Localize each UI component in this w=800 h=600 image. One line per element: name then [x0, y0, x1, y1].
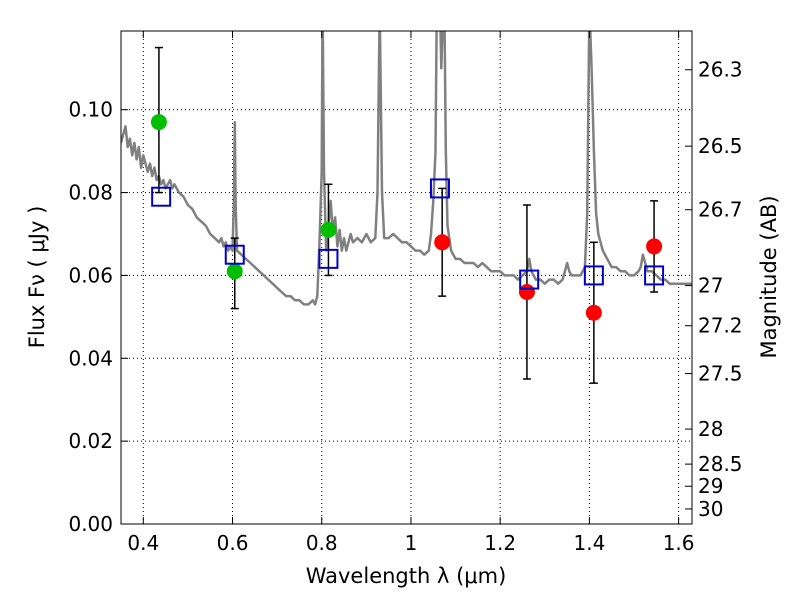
right-tick-label: 27.2 [698, 314, 743, 338]
y-tick-label: 0.08 [68, 181, 113, 205]
tick-labels: 0.4 0.6 0.8 1 1.2 1.4 1.6 0.00 0.02 0.04 0.06 0.08 0… [68, 58, 742, 555]
model-point-square [151, 186, 172, 207]
data-point [518, 284, 535, 300]
x-tick-label: 0.4 [127, 531, 159, 555]
y-tick-label: 0.06 [68, 263, 113, 287]
right-tick-label: 29 [698, 474, 723, 498]
right-tick-label: 30 [698, 497, 723, 521]
data-point [320, 221, 337, 238]
x-axis-label: Wavelength λ (μm) [306, 564, 507, 588]
data-point [646, 238, 663, 255]
model-spectrum-line [121, 31, 692, 306]
data-point [226, 263, 243, 280]
tick-marks [121, 31, 692, 525]
right-tick-label: 26.7 [698, 198, 743, 222]
y-tick-label: 0.10 [68, 98, 113, 122]
right-tick-label: 27.5 [698, 362, 743, 386]
data-layer [121, 31, 692, 384]
right-tick-label: 27 [698, 274, 723, 298]
plot-frame [120, 30, 693, 525]
right-tick-label: 26.3 [698, 58, 743, 82]
right-tick-label: 26.5 [698, 134, 743, 158]
x-tick-label: 1.6 [663, 531, 695, 555]
x-tick-label: 1.4 [573, 531, 605, 555]
y-tick-label: 0.04 [68, 346, 113, 370]
y-axis-label: Flux Fν ( μJy ) [25, 206, 49, 349]
model-point-square [318, 248, 339, 269]
data-point [434, 234, 451, 251]
right-axis-label: Magnitude (AB) [757, 195, 781, 358]
y-tick-label: 0.02 [68, 429, 113, 453]
y-tick-label: 0.00 [68, 512, 113, 536]
model-point-square [519, 269, 540, 290]
model-point-square [224, 244, 245, 265]
data-point [150, 114, 167, 131]
x-tick-label: 1.2 [484, 531, 516, 555]
data-point [585, 304, 602, 321]
model-point-square [583, 265, 604, 286]
plot-area-background [121, 31, 692, 524]
x-tick-label: 1 [405, 531, 418, 555]
model-point-square [644, 265, 665, 286]
x-tick-label: 0.8 [306, 531, 338, 555]
right-tick-label: 28 [698, 417, 723, 441]
x-tick-label: 0.6 [217, 531, 249, 555]
model-point-square [429, 178, 450, 199]
right-tick-label: 28.5 [698, 452, 743, 476]
